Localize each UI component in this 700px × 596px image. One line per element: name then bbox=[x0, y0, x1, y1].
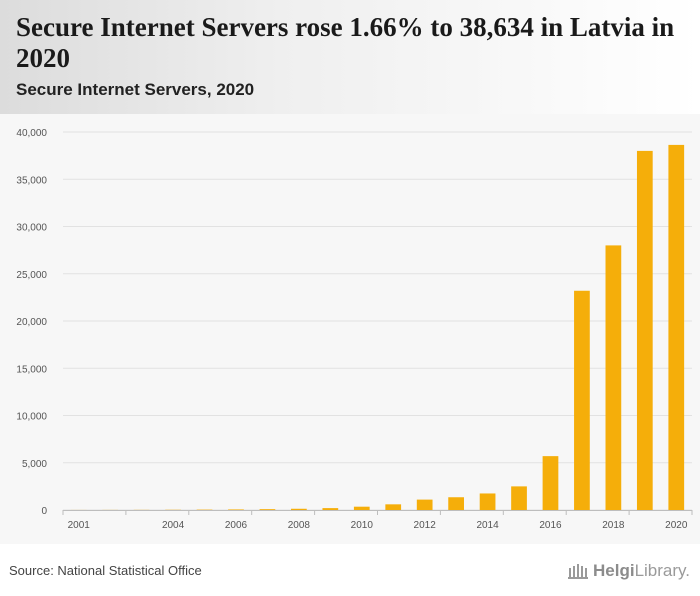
y-tick-label: 20,000 bbox=[16, 317, 47, 328]
y-tick-label: 40,000 bbox=[16, 128, 47, 139]
y-tick-label: 5,000 bbox=[22, 459, 47, 470]
bar-2019 bbox=[636, 150, 653, 510]
x-tick-label: 2014 bbox=[476, 520, 499, 531]
library-building-icon bbox=[568, 564, 588, 579]
bar-2011 bbox=[385, 504, 402, 510]
y-tick-label: 35,000 bbox=[16, 175, 47, 186]
y-tick-label: 0 bbox=[41, 506, 47, 517]
chart-title: Secure Internet Servers rose 1.66% to 38… bbox=[16, 12, 675, 73]
brand-name-rest: Library. bbox=[634, 561, 690, 580]
x-tick-label: 2001 bbox=[68, 520, 91, 531]
bar-2014 bbox=[479, 493, 496, 510]
x-tick-label: 2006 bbox=[225, 520, 248, 531]
source-note: Source: National Statistical Office bbox=[9, 563, 202, 578]
bar-2017 bbox=[574, 290, 590, 510]
bar-chart: 0 5,000 10,000 15,000 20,000 25,000 30,000 35,0… bbox=[16, 128, 693, 531]
x-tick-label: 2008 bbox=[288, 520, 311, 531]
bar-2007 bbox=[259, 509, 276, 510]
x-tick-label: 2010 bbox=[351, 520, 374, 531]
x-tick-label: 2020 bbox=[665, 520, 688, 531]
chart-subtitle: Secure Internet Servers, 2020 bbox=[16, 80, 255, 99]
bar-2008 bbox=[291, 508, 307, 510]
y-tick-label: 15,000 bbox=[16, 364, 47, 375]
bar-2013 bbox=[448, 497, 464, 510]
bar-2020 bbox=[668, 144, 685, 511]
bar-2015 bbox=[511, 486, 527, 510]
brand-logo[interactable]: HelgiLibrary. bbox=[567, 561, 690, 581]
bar-2012 bbox=[416, 499, 433, 510]
bar-2018 bbox=[605, 245, 622, 510]
bar-2010 bbox=[353, 506, 370, 510]
x-tick-label: 2016 bbox=[539, 520, 562, 531]
x-tick-label: 2018 bbox=[602, 520, 625, 531]
y-tick-label: 10,000 bbox=[16, 412, 47, 423]
bar-2006 bbox=[228, 509, 244, 510]
x-tick-label: 2004 bbox=[162, 520, 185, 531]
y-tick-label: 30,000 bbox=[16, 223, 47, 234]
x-tick-label: 2012 bbox=[414, 520, 437, 531]
bar-2009 bbox=[322, 508, 339, 510]
header-banner bbox=[0, 0, 700, 114]
y-tick-label: 25,000 bbox=[16, 270, 47, 281]
brand-name-bold: Helgi bbox=[593, 561, 635, 580]
bar-2016 bbox=[542, 456, 559, 510]
